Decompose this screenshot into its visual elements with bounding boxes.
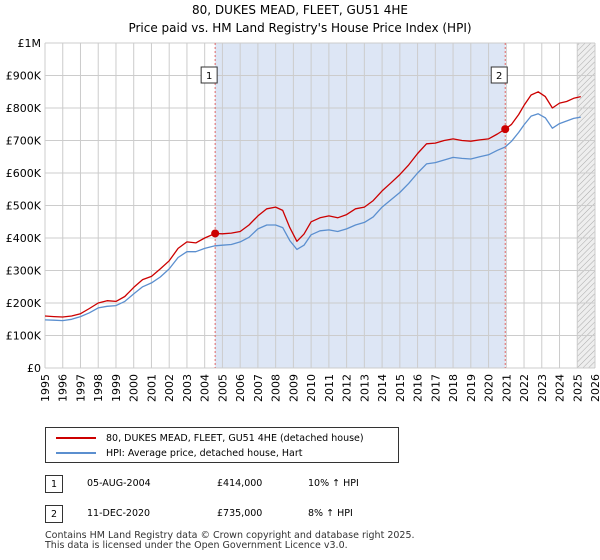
- attribution-line-1: Contains HM Land Registry data © Crown c…: [45, 530, 415, 541]
- y-tick-label: £400K: [6, 232, 42, 245]
- legend-label-hpi: HPI: Average price, detached house, Hart: [106, 447, 303, 459]
- sale-marker-badge: [490, 66, 508, 84]
- sale-marker-badge: [200, 66, 218, 84]
- x-tick-label: 1995: [39, 374, 52, 402]
- x-tick-label: 2020: [483, 374, 496, 402]
- y-tick-label: £900K: [6, 70, 42, 83]
- transaction-badge: 1: [45, 475, 63, 493]
- x-tick-label: 2011: [323, 374, 336, 402]
- x-tick-label: 2012: [341, 374, 354, 402]
- x-tick-label: 2008: [270, 374, 283, 402]
- transaction-badge: 2: [45, 505, 63, 523]
- x-tick-label: 2013: [358, 374, 371, 402]
- y-tick-label: £0: [27, 362, 41, 375]
- x-tick-label: 2005: [216, 374, 229, 402]
- x-tick-label: 2014: [376, 374, 389, 402]
- sale-marker-label: 2: [496, 71, 502, 82]
- chart-legend: 80, DUKES MEAD, FLEET, GU51 4HE (detache…: [45, 427, 399, 463]
- transaction-price: £414,000: [217, 478, 263, 489]
- transaction-price: £735,000: [217, 508, 263, 519]
- sale-marker-label: 1: [206, 71, 212, 82]
- legend-swatch-property: [56, 437, 96, 439]
- y-tick-label: £1M: [18, 37, 42, 50]
- price-chart: 1 2 £0 £100K £200K £300K £400K £500K £600K £700K…: [6, 37, 600, 402]
- x-tick-label: 1997: [74, 374, 87, 402]
- legend-item-property: 80, DUKES MEAD, FLEET, GU51 4HE (detache…: [56, 431, 364, 445]
- chart-subtitle: Price paid vs. HM Land Registry's House …: [128, 21, 472, 35]
- x-tick-label: 2000: [128, 374, 141, 402]
- sale-point: [501, 125, 510, 134]
- x-tick-label: 2006: [234, 374, 247, 402]
- x-tick-label: 1999: [110, 374, 123, 402]
- x-tick-label: 2024: [554, 374, 567, 402]
- y-tick-label: £800K: [6, 102, 42, 115]
- legend-label-property: 80, DUKES MEAD, FLEET, GU51 4HE (detache…: [106, 432, 364, 444]
- chart-title: 80, DUKES MEAD, FLEET, GU51 4HE: [192, 3, 408, 17]
- y-tick-label: £700K: [6, 135, 42, 148]
- attribution-line-2: This data is licensed under the Open Gov…: [45, 540, 348, 551]
- x-tick-label: 2025: [571, 374, 584, 402]
- x-tick-label: 2009: [287, 374, 300, 402]
- x-tick-label: 2016: [412, 374, 425, 402]
- x-tick-label: 2001: [145, 374, 158, 402]
- x-tick-label: 2015: [394, 374, 407, 402]
- transaction-date: 05-AUG-2004: [87, 478, 151, 489]
- x-tick-label: 2026: [589, 374, 600, 402]
- x-tick-label: 2004: [199, 374, 212, 402]
- x-tick-label: 2010: [305, 374, 318, 402]
- y-tick-label: £100K: [6, 330, 42, 343]
- x-tick-label: 2007: [252, 374, 265, 402]
- legend-swatch-hpi: [56, 452, 96, 454]
- x-tick-label: 1998: [92, 374, 105, 402]
- x-tick-label: 1996: [57, 374, 70, 402]
- legend-item-hpi: HPI: Average price, detached house, Hart: [56, 446, 302, 460]
- x-tick-label: 2017: [429, 374, 442, 402]
- transaction-date: 11-DEC-2020: [87, 508, 151, 519]
- x-tick-label: 2003: [181, 374, 194, 402]
- x-tick-label: 2018: [447, 374, 460, 402]
- x-tick-label: 2022: [518, 374, 531, 402]
- transaction-hpi: 8% ↑ HPI: [308, 508, 353, 519]
- series-line-hpi: [44, 113, 581, 322]
- y-tick-label: £600K: [6, 167, 42, 180]
- x-tick-label: 2002: [163, 374, 176, 402]
- y-tick-label: £200K: [6, 297, 42, 310]
- attribution-footer: Contains HM Land Registry data © Crown c…: [45, 531, 415, 551]
- transaction-hpi: 10% ↑ HPI: [308, 478, 359, 489]
- x-tick-label: 2021: [500, 374, 513, 402]
- sale-point: [211, 229, 220, 238]
- x-tick-label: 2023: [536, 374, 549, 402]
- x-tick-label: 2019: [465, 374, 478, 402]
- y-tick-label: £500K: [6, 200, 42, 213]
- y-tick-label: £300K: [6, 265, 42, 278]
